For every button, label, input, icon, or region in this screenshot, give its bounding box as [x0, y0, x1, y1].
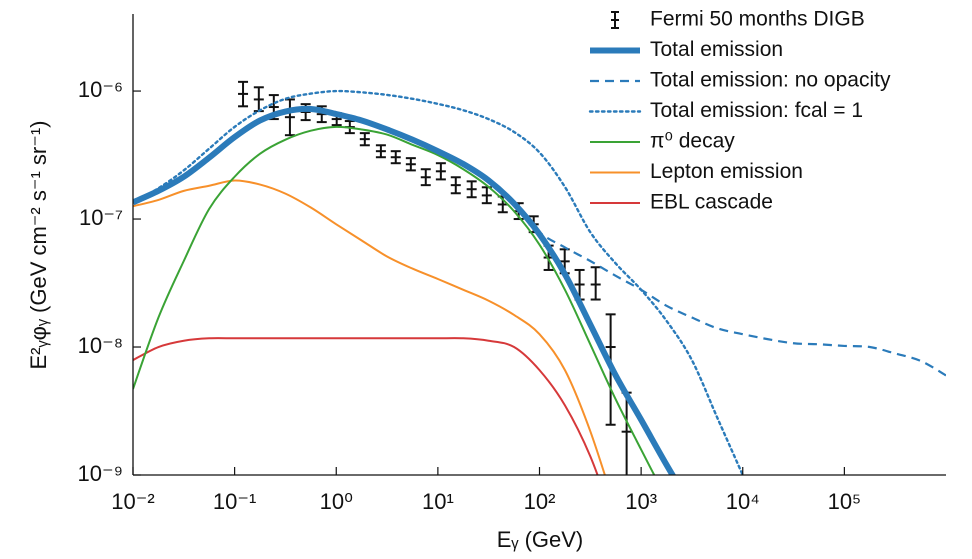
legend-label: EBL cascade: [650, 191, 773, 214]
legend-label: Fermi 50 months DIGB: [650, 8, 865, 31]
error-bar: [590, 266, 601, 301]
legend-label: Total emission: [650, 38, 783, 61]
legend-label: π⁰ decay: [650, 130, 735, 153]
error-bar: [284, 98, 295, 137]
y-tick-label: 10⁻⁹: [77, 461, 123, 486]
error-bar: [359, 132, 370, 147]
error-bar: [405, 157, 416, 172]
legend-label: Total emission: no opacity: [650, 69, 891, 92]
x-tick-label: 10⁴: [726, 489, 760, 514]
legend-label: Total emission: fcal = 1: [650, 99, 863, 122]
x-tick-label: 10¹: [422, 489, 454, 514]
error-bar: [253, 86, 264, 113]
legend-item: Total emission: fcal = 1: [588, 99, 863, 122]
legend-item: π⁰ decay: [590, 130, 735, 153]
legend-item: Fermi 50 months DIGB: [611, 8, 865, 31]
y-tick-label: 10⁻⁸: [78, 333, 123, 358]
error-bar: [390, 150, 401, 165]
error-bar: [375, 144, 386, 159]
y-tick-label: 10⁻⁶: [78, 77, 123, 102]
legend-item: EBL cascade: [590, 191, 773, 214]
x-tick-label: 10²: [524, 489, 556, 514]
x-axis-title: Eᵧ (GeV): [497, 527, 584, 552]
series-line: [133, 105, 677, 475]
legend-item: Lepton emission: [590, 160, 803, 183]
legend-item: Total emission: no opacity: [590, 69, 891, 92]
x-tick-label: 10⁻²: [111, 489, 154, 514]
y-axis-title: E²ᵧφᵧ (GeV cm⁻² s⁻¹ sr⁻¹): [26, 121, 51, 370]
series-line: [133, 125, 656, 475]
legend-label: Lepton emission: [650, 160, 803, 183]
x-tick-label: 10⁻¹: [213, 489, 256, 514]
series-line: [133, 337, 599, 475]
x-tick-label: 10⁰: [320, 489, 353, 514]
error-bar: [435, 162, 446, 181]
legend-item: Total emission: [590, 38, 783, 61]
plot-area: [133, 80, 946, 475]
error-bar: [466, 180, 477, 199]
error-bar: [621, 391, 632, 475]
x-tick-label: 10³: [625, 489, 657, 514]
error-bar: [238, 80, 249, 108]
x-tick-label: 10⁵: [828, 489, 862, 514]
y-tick-label: 10⁻⁷: [79, 205, 123, 230]
series-line: [133, 179, 606, 475]
error-bar: [450, 176, 461, 195]
error-bar: [481, 186, 492, 205]
error-bar: [420, 168, 431, 187]
